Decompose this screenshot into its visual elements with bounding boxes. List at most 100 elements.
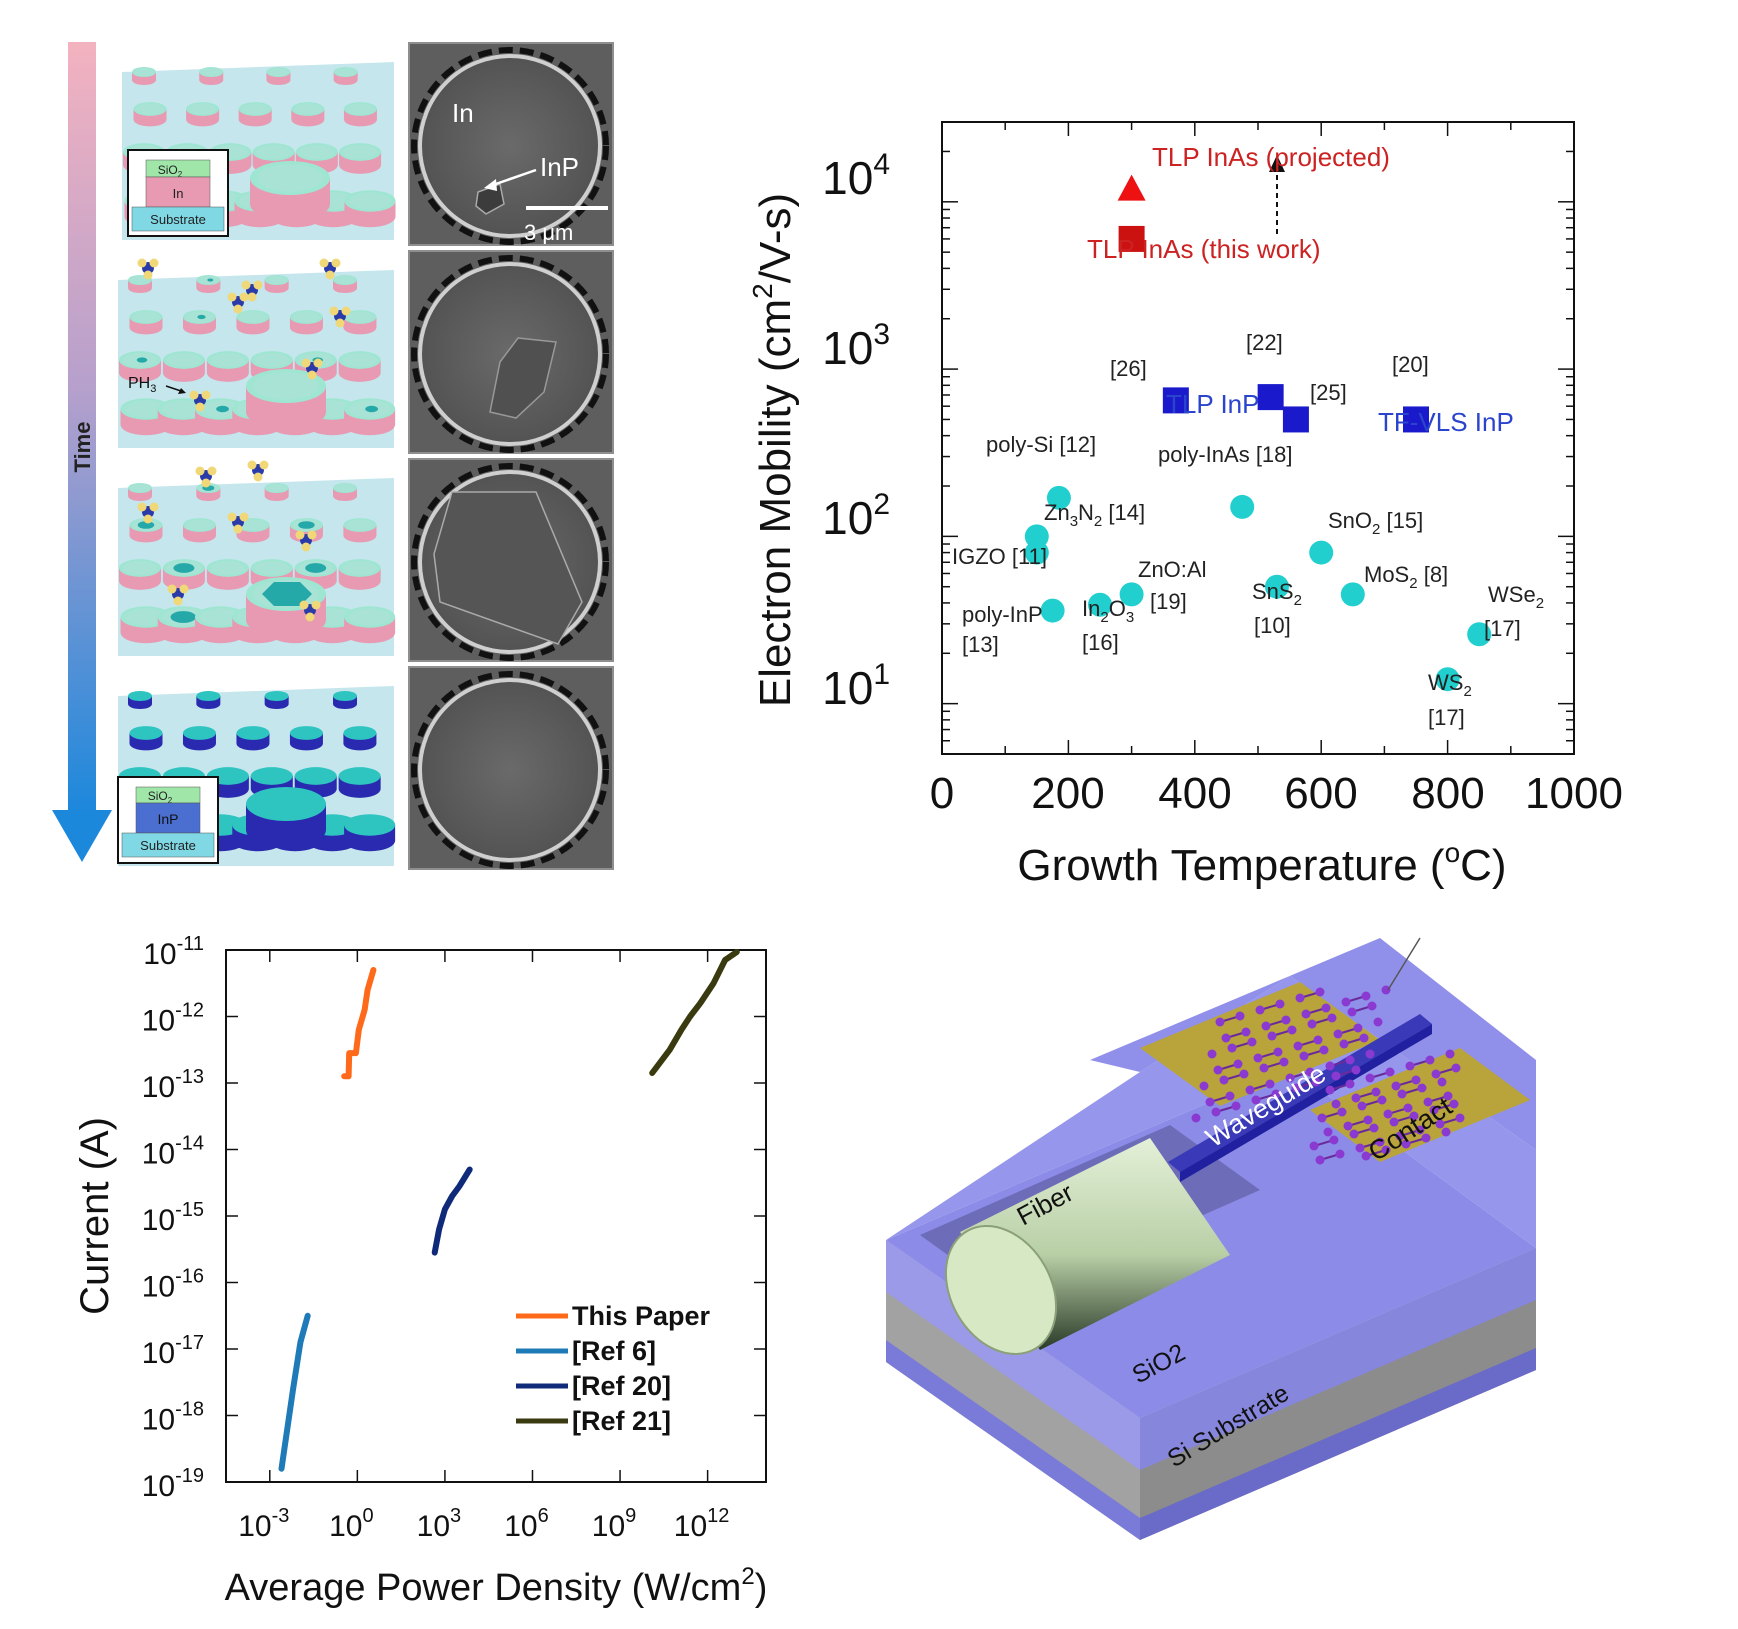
label-this-work: TLP InAs (this work) <box>1087 234 1321 264</box>
x-tick-label: 1000 <box>1525 769 1623 818</box>
label-tf-vls: TF-VLS InP <box>1378 407 1514 437</box>
inp-crystal <box>305 563 327 573</box>
disk-inner <box>239 311 267 323</box>
label-wse2-ref: [17] <box>1484 616 1521 641</box>
carbon-atom <box>1331 1071 1341 1081</box>
disk-inner <box>162 400 205 418</box>
dashed-outline <box>411 255 609 453</box>
hydrogen-atom <box>233 304 243 314</box>
disk-inner <box>241 103 269 115</box>
disk-inner <box>342 352 377 368</box>
disk-inner <box>125 400 167 418</box>
disk-top <box>250 767 293 785</box>
disk-top <box>338 767 381 785</box>
disk-inner <box>254 560 290 576</box>
carbon-atom <box>1349 1129 1359 1139</box>
carbon-atom <box>1345 1079 1355 1089</box>
hydrogen-atom <box>331 258 341 268</box>
carbon-atom <box>1397 1089 1407 1099</box>
label-mos2: MoS2 [8] <box>1364 562 1448 592</box>
carbon-atom <box>1365 1049 1375 1059</box>
legend-label: [Ref 6] <box>572 1336 656 1366</box>
scale-bar-label: 3 μm <box>524 220 573 245</box>
carbon-atom <box>1233 1059 1243 1069</box>
inp-grain <box>489 337 557 419</box>
data-point-circle <box>1119 582 1144 607</box>
svg-text:SiO2: SiO2 <box>158 163 183 179</box>
x-axis-title: Average Power Density (W/cm2) <box>225 1563 768 1609</box>
disk-inner <box>253 372 319 400</box>
label-sno2: SnO2 [15] <box>1328 508 1423 538</box>
hydrogen-atom <box>301 542 311 552</box>
inp-crystal <box>262 582 312 606</box>
disk-top <box>344 814 396 836</box>
sem-panel <box>408 42 614 246</box>
y-tick-label: 10-14 <box>142 1133 204 1171</box>
stage-panel <box>118 460 396 656</box>
data-point-circle <box>1046 485 1071 510</box>
data-point-circle <box>1230 494 1255 519</box>
device-schematic: Fiber Waveguide Contact SiO2 Si Substrat… <box>886 937 1536 1540</box>
disk-top <box>264 690 289 702</box>
point-labels: TLP InAs (projected) TLP InAs (this work… <box>952 142 1544 730</box>
disk-top <box>182 726 216 740</box>
carbon-atom <box>1331 1099 1341 1109</box>
carbon-atom <box>1449 1099 1459 1109</box>
carbon-atom <box>1235 1011 1245 1021</box>
disk-inner <box>346 311 374 323</box>
hydrogen-atom <box>207 466 217 476</box>
projection-arrowhead <box>1269 155 1285 172</box>
label-ws2: WS2 <box>1428 670 1472 700</box>
hydrogen-atom <box>335 318 345 328</box>
sem-disk-rim <box>418 54 602 238</box>
disk-inner <box>239 519 267 531</box>
carbon-atom <box>1369 1123 1379 1133</box>
x-tick-labels: 10-3 100 103 106 109 1012 <box>238 1505 729 1543</box>
label-ref20: [20] <box>1392 352 1429 377</box>
data-point-circle <box>1309 540 1334 565</box>
carbon-atom <box>1315 987 1325 997</box>
disk-inner <box>346 103 374 115</box>
sem-disk-rim <box>418 262 602 446</box>
sem-images <box>408 42 614 870</box>
data-points <box>1024 174 1492 692</box>
carbon-atom <box>1437 1077 1447 1087</box>
inp-crystal <box>173 563 195 573</box>
x-tick-label: 200 <box>1031 769 1104 818</box>
carbon-atom <box>1239 1069 1249 1079</box>
inp-nucleus <box>216 405 229 413</box>
disk-inner <box>210 352 246 368</box>
x-tick-label: 106 <box>504 1505 549 1543</box>
carbon-atom <box>1351 1093 1361 1103</box>
disk-inner <box>268 67 289 77</box>
hydrogen-atom <box>329 306 339 316</box>
disk-inner <box>335 275 355 285</box>
x-tick-labels: 0 200 400 600 800 1000 <box>930 769 1623 818</box>
carbon-atom <box>1317 1113 1327 1123</box>
data-point-circle <box>1040 598 1065 623</box>
layer-inset-inp: SiO2 InP Substrate <box>117 776 219 864</box>
hydrogen-atom <box>149 502 159 512</box>
carbon-atom <box>1301 1009 1311 1019</box>
carbon-atom <box>1225 1091 1235 1101</box>
label-poly-inas: poly-InAs [18] <box>1158 442 1293 467</box>
hydrogen-atom <box>301 358 311 368</box>
carbon-atom <box>1293 1041 1303 1051</box>
hydrogen-atom <box>247 292 257 302</box>
carbon-atom <box>1307 1019 1317 1029</box>
inp-arrow <box>489 168 537 188</box>
disk-top <box>236 726 270 740</box>
hydrogen-atom <box>227 512 237 522</box>
carbon-atom <box>1345 1055 1355 1065</box>
label-ws2-ref: [17] <box>1428 705 1465 730</box>
sem-disk <box>420 56 600 236</box>
carbon-atom <box>1313 1035 1323 1045</box>
y-tick-label: 10-13 <box>142 1066 204 1104</box>
label-ref22: [22] <box>1246 330 1283 355</box>
time-label: Time <box>70 422 95 473</box>
disk-inner <box>132 311 160 323</box>
hydrogen-atom <box>239 512 249 522</box>
legend-label: [Ref 21] <box>572 1406 671 1436</box>
probe-line <box>1387 937 1421 991</box>
